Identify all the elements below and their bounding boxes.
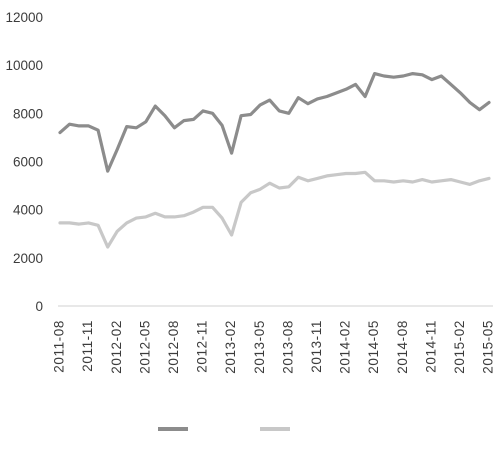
y-tick-label: 12000 (5, 10, 43, 25)
x-tick-label: 2011-11 (80, 320, 95, 372)
x-axis-tick-labels: 2011-08 2011-11 2012-02 2012-05 2012-08 2012-… (52, 320, 496, 374)
x-tick-label: 2012-08 (166, 320, 181, 374)
x-tick-label: 2012-05 (137, 320, 152, 374)
x-tick-label: 2015-05 (481, 320, 496, 374)
y-axis-tick-labels: 0 2000 4000 6000 8000 10000 12000 (5, 10, 43, 314)
y-tick-label: 0 (35, 299, 43, 314)
x-tick-label: 2011-08 (52, 320, 67, 373)
y-tick-label: 10000 (5, 58, 43, 73)
x-tick-label: 2013-08 (280, 320, 295, 374)
x-tick-label: 2014-11 (423, 320, 438, 373)
series-line-1 (58, 71, 491, 173)
x-tick-label: 2012-02 (109, 320, 124, 374)
y-tick-label: 8000 (13, 106, 43, 121)
x-tick-label: 2012-11 (195, 320, 210, 373)
x-tick-label: 2014-02 (338, 320, 353, 374)
x-tick-label: 2014-08 (395, 320, 410, 374)
series-line-2 (58, 170, 491, 249)
series-lines (58, 71, 491, 249)
y-tick-label: 2000 (13, 251, 43, 266)
y-tick-label: 4000 (13, 203, 43, 218)
y-tick-label: 6000 (13, 155, 43, 170)
x-tick-label: 2013-02 (223, 320, 238, 374)
x-tick-label: 2013-11 (309, 320, 324, 373)
x-tick-label: 2014-05 (366, 320, 381, 374)
x-tick-label: 2015-02 (452, 320, 467, 374)
x-tick-label: 2013-05 (252, 320, 267, 374)
